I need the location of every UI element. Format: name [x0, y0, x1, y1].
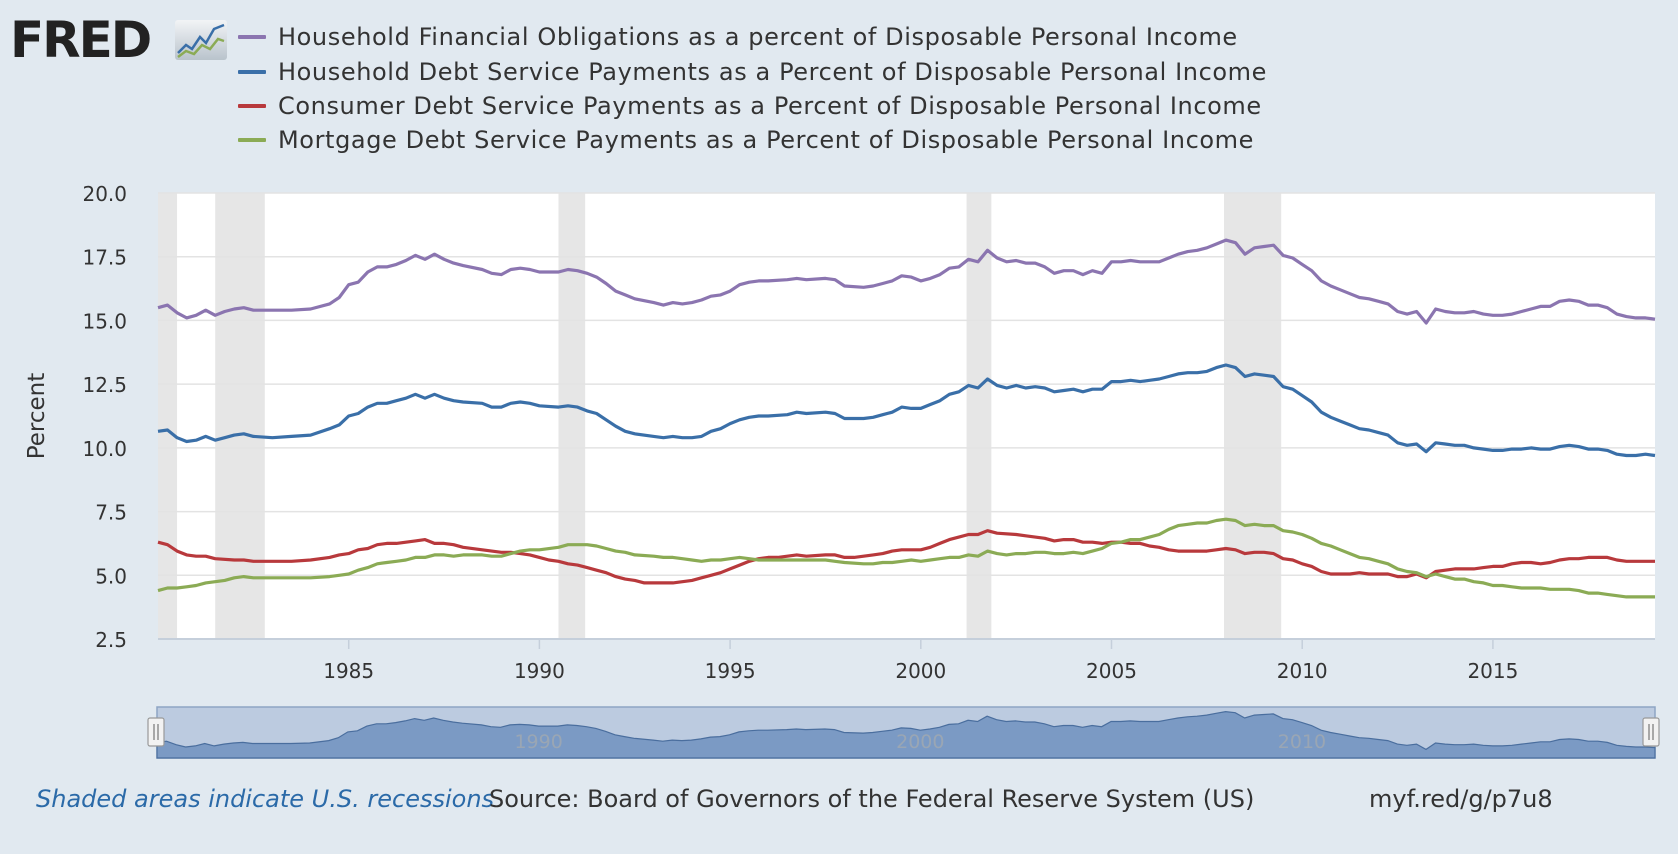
- legend-item[interactable]: Household Financial Obligations as a per…: [238, 20, 1267, 54]
- legend-item[interactable]: Household Debt Service Payments as a Per…: [238, 54, 1267, 88]
- y-tick-label: 2.5: [95, 628, 127, 652]
- y-tick-label: 15.0: [82, 309, 127, 333]
- recession-band: [158, 193, 178, 639]
- recession-note-link[interactable]: Shaded areas indicate U.S. recessions: [36, 785, 495, 813]
- navigator-label: 2010: [1278, 731, 1326, 753]
- series-line: [157, 363, 1656, 458]
- y-tick-label: 5.0: [95, 564, 127, 588]
- recession-band: [1224, 193, 1282, 639]
- fred-logo: FRED: [10, 11, 227, 69]
- x-tick-label: 2010: [1277, 659, 1328, 683]
- y-tick-label: 10.0: [82, 437, 127, 461]
- x-tick-label: 1990: [514, 659, 565, 683]
- navigator-series-area: [156, 710, 1656, 759]
- legend-label: Mortgage Debt Service Payments as a Perc…: [278, 126, 1255, 155]
- y-tick-label: 7.5: [95, 501, 127, 525]
- legend-label: Household Financial Obligations as a per…: [278, 23, 1238, 52]
- x-tick-label: 2015: [1467, 659, 1518, 683]
- x-tick-label: 2000: [895, 659, 946, 683]
- y-axis-label: Percent: [24, 373, 50, 460]
- navigator-label: 1990: [514, 731, 562, 753]
- y-tick-label: 20.0: [82, 182, 127, 206]
- x-tick-label: 2005: [1086, 659, 1137, 683]
- legend-item[interactable]: Mortgage Debt Service Payments as a Perc…: [238, 123, 1267, 157]
- source-note: Source: Board of Governors of the Federa…: [489, 785, 1255, 813]
- legend-item[interactable]: Consumer Debt Service Payments as a Perc…: [238, 89, 1267, 123]
- plot-background: [158, 193, 1655, 639]
- legend-swatch: [238, 103, 266, 108]
- x-tick-label: 1985: [323, 659, 374, 683]
- fred-logo-text: FRED: [10, 11, 152, 69]
- chart-line-icon: [175, 20, 227, 60]
- handle-body: [1642, 717, 1660, 747]
- legend-swatch: [238, 35, 266, 40]
- y-tick-label: 12.5: [82, 373, 127, 397]
- legend-swatch: [238, 138, 266, 143]
- chart-footer: Shaded areas indicate U.S. recessions So…: [0, 785, 1678, 819]
- navigator-handle-left[interactable]: [147, 717, 165, 747]
- legend-label: Household Debt Service Payments as a Per…: [278, 57, 1268, 86]
- navigator-label: 2000: [896, 731, 944, 753]
- legend-swatch: [238, 69, 266, 74]
- series-line: [157, 517, 1655, 599]
- navigator-handle-right[interactable]: [1642, 717, 1660, 747]
- chart-legend: Household Financial Obligations as a per…: [238, 20, 1267, 158]
- recession-band: [215, 193, 265, 639]
- x-tick-label: 1995: [705, 659, 756, 683]
- series-line: [157, 238, 1656, 325]
- legend-label: Consumer Debt Service Payments as a Perc…: [278, 91, 1262, 120]
- recession-band: [966, 193, 992, 639]
- recession-band: [558, 193, 586, 639]
- handle-body: [147, 717, 165, 747]
- y-tick-label: 17.5: [82, 246, 127, 270]
- short-url[interactable]: myf.red/g/p7u8: [1369, 785, 1553, 813]
